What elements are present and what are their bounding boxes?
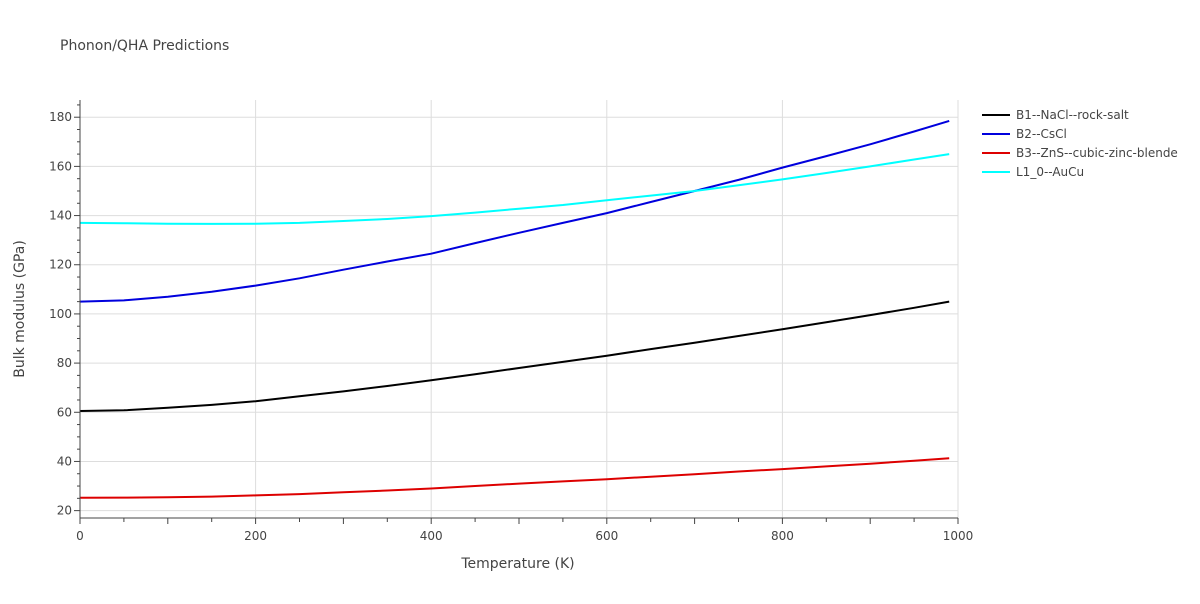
legend-item-2[interactable]: B3--ZnS--cubic-zinc-blende: [982, 146, 1178, 160]
legend-label: B3--ZnS--cubic-zinc-blende: [1016, 146, 1178, 160]
y-tick-label: 80: [57, 356, 72, 370]
legend-item-1[interactable]: B2--CsCl: [982, 127, 1067, 141]
series-line-1: [79, 119, 950, 303]
series-line-3: [79, 153, 950, 225]
legend-item-0[interactable]: B1--NaCl--rock-salt: [982, 108, 1129, 122]
series-line-2: [79, 457, 950, 499]
y-tick-label: 100: [49, 307, 72, 321]
legend-label: B2--CsCl: [1016, 127, 1067, 141]
series-line-0: [79, 300, 950, 412]
y-tick-label: 140: [49, 209, 72, 223]
y-tick-label: 120: [49, 258, 72, 272]
legend-item-3[interactable]: L1_0--AuCu: [982, 165, 1084, 179]
x-tick-label: 600: [595, 529, 618, 543]
chart-title: Phonon/QHA Predictions: [60, 38, 229, 54]
legend-label: L1_0--AuCu: [1016, 165, 1084, 179]
x-tick-label: 1000: [943, 529, 974, 543]
x-tick-label: 0: [76, 529, 84, 543]
y-tick-label: 40: [57, 454, 72, 468]
x-axis-title: Temperature (K): [460, 556, 574, 572]
y-tick-label: 20: [57, 504, 72, 518]
grid-layer: [80, 100, 959, 518]
series-layer: [79, 119, 950, 499]
legend[interactable]: B1--NaCl--rock-salt B2--CsCl B3--ZnS--cubi…: [982, 108, 1178, 179]
y-tick-label: 180: [49, 110, 72, 124]
y-axis-title: Bulk modulus (GPa): [12, 240, 28, 378]
y-tick-label: 60: [57, 405, 72, 419]
x-tick-label: 800: [771, 529, 794, 543]
axis-layer: 0 200 400 600 800 1000 20 40 60 80 100 120 140 160 180: [49, 100, 973, 543]
x-tick-label: 200: [244, 529, 267, 543]
y-tick-label: 160: [49, 159, 72, 173]
x-tick-label: 400: [420, 529, 443, 543]
legend-label: B1--NaCl--rock-salt: [1016, 108, 1129, 122]
